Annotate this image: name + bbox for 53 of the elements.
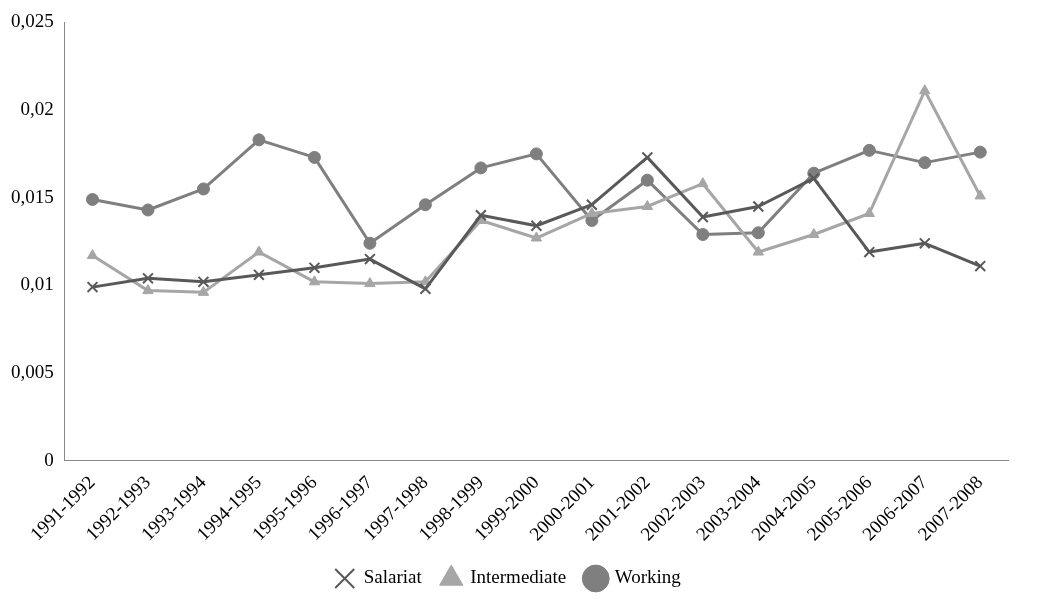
point xyxy=(696,228,710,242)
point xyxy=(308,261,321,274)
legend-label: Working xyxy=(614,566,682,588)
point xyxy=(530,231,543,242)
point xyxy=(641,151,654,164)
point xyxy=(253,245,265,256)
point xyxy=(973,145,987,159)
point xyxy=(252,133,266,147)
point xyxy=(919,84,931,95)
point xyxy=(419,282,432,295)
point xyxy=(696,211,709,223)
point xyxy=(197,275,210,288)
point xyxy=(474,161,488,175)
point xyxy=(307,150,321,164)
point xyxy=(253,268,265,281)
y-tick-label: 0,025 xyxy=(11,10,54,32)
point xyxy=(808,228,820,239)
point xyxy=(974,189,986,200)
point xyxy=(751,226,765,240)
y-tick-label: 0 xyxy=(44,448,54,470)
point xyxy=(974,260,987,273)
legend-label: Salariat xyxy=(363,566,423,588)
point xyxy=(918,156,932,170)
point xyxy=(752,245,765,256)
point xyxy=(752,200,765,213)
point xyxy=(196,182,210,196)
point xyxy=(363,236,377,250)
point xyxy=(697,177,709,188)
point xyxy=(141,203,155,217)
point xyxy=(807,172,820,185)
y-tick-label: 0,01 xyxy=(20,273,54,295)
point xyxy=(418,198,432,212)
point xyxy=(862,143,876,157)
point xyxy=(142,284,154,295)
point xyxy=(142,272,154,285)
point xyxy=(585,198,598,211)
point xyxy=(363,253,376,266)
point xyxy=(918,237,931,250)
point xyxy=(640,173,654,187)
point xyxy=(863,246,876,258)
y-tick-label: 0,015 xyxy=(11,185,54,207)
legend-label: Intermediate xyxy=(470,566,567,588)
point xyxy=(474,209,487,222)
point xyxy=(530,219,543,232)
point xyxy=(364,277,376,288)
point xyxy=(85,192,99,206)
point xyxy=(308,275,321,286)
point xyxy=(529,147,543,161)
point xyxy=(86,281,99,294)
y-tick-label: 0,005 xyxy=(11,361,54,382)
point xyxy=(197,285,210,296)
y-tick-label: 0,02 xyxy=(20,98,54,120)
point xyxy=(641,199,654,210)
